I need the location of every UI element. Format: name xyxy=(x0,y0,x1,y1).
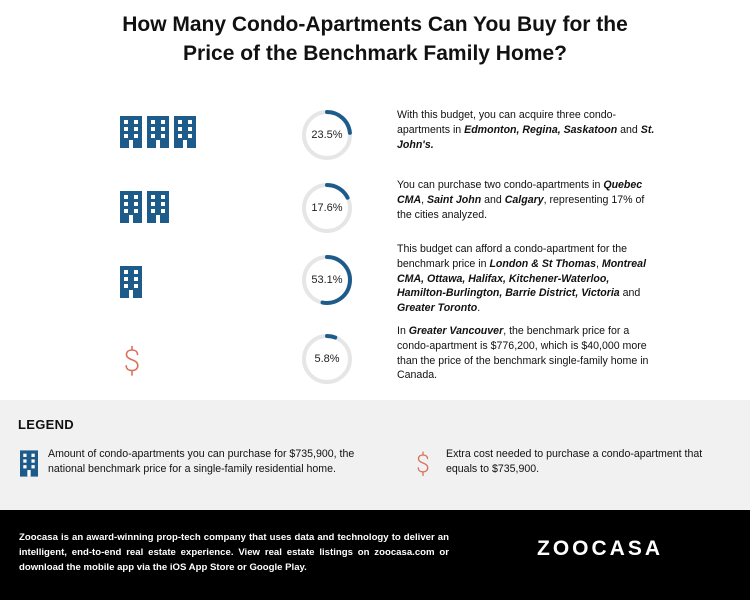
building-icons xyxy=(120,116,196,148)
percentage-label: 17.6% xyxy=(311,202,343,214)
title-line-1: How Many Condo-Apartments Can You Buy fo… xyxy=(122,13,628,36)
zoocasa-logo: ZOOCASA xyxy=(537,537,663,560)
description-text: , representing 17% of the cities analyze… xyxy=(397,193,645,221)
title-line-2: Price of the Benchmark Family Home? xyxy=(183,42,567,65)
building-icon xyxy=(120,191,142,223)
percentage-ring: 17.6% xyxy=(300,181,354,235)
building-icon xyxy=(120,266,142,298)
percentage-ring: 53.1% xyxy=(300,253,354,307)
ring-value-arc xyxy=(325,183,350,200)
ring-value-arc xyxy=(325,110,352,135)
building-icon xyxy=(147,116,169,148)
ring-svg xyxy=(302,334,352,384)
place-name: Greater Vancouver xyxy=(408,325,504,337)
place-name: Saint John xyxy=(427,193,482,206)
building-icon xyxy=(20,450,38,477)
ring-value-arc xyxy=(325,334,338,340)
row-description: With this budget, you can acquire three … xyxy=(397,108,657,152)
percentage-ring: 23.5% xyxy=(300,108,354,162)
footer: Zoocasa is an award-winning prop-tech co… xyxy=(0,510,750,600)
place-name: Montreal CMA, Ottawa, Halifax, Kitchener… xyxy=(397,257,647,300)
building-icon xyxy=(174,116,196,148)
description-text: , the benchmark price for a condo-apartm… xyxy=(397,325,649,382)
building-icon xyxy=(147,191,169,223)
description-text: and xyxy=(481,193,505,206)
legend-section: LEGEND Amount of condo-apartments you ca… xyxy=(0,400,750,510)
description-text: You can purchase two condo-apartments in xyxy=(397,179,604,191)
description-text: In xyxy=(397,325,409,337)
legend-item-buildings: Amount of condo-apartments you can purch… xyxy=(48,448,355,475)
place-name: Greater Toronto xyxy=(397,302,478,315)
dollar-icon xyxy=(417,451,429,477)
dollar-icon xyxy=(125,345,139,376)
percentage-label: 53.1% xyxy=(311,274,343,286)
description-text: With this budget, you can acquire three … xyxy=(397,109,617,136)
place-name: London & St Thomas xyxy=(489,257,596,270)
description-text: and xyxy=(617,123,641,136)
place-name: Quebec CMA xyxy=(397,179,643,206)
legend-item-extra-cost: Extra cost needed to purchase a condo-ap… xyxy=(446,448,703,475)
percentage-label: 23.5% xyxy=(311,129,343,141)
description-text: . xyxy=(477,302,481,315)
row-description: You can purchase two condo-apartments in… xyxy=(397,178,657,222)
description-text: , xyxy=(421,193,428,206)
place-name: Edmonton, Regina, Saskatoon xyxy=(464,123,618,136)
legend-title: LEGEND xyxy=(18,417,74,432)
ring-value-arc xyxy=(320,255,352,305)
row-description: This budget can afford a condo-apartment… xyxy=(397,242,657,316)
description-text: , xyxy=(595,257,602,270)
footer-description: Zoocasa is an award-winning prop-tech co… xyxy=(19,532,449,573)
percentage-label: 5.8% xyxy=(314,353,340,365)
ring-svg xyxy=(302,255,352,305)
building-icon xyxy=(120,116,142,148)
percentage-ring: 5.8% xyxy=(300,332,354,386)
description-text: This budget can afford a condo-apartment… xyxy=(397,243,628,270)
building-icons xyxy=(120,191,169,223)
building-icons xyxy=(120,266,142,298)
ring-svg xyxy=(302,183,352,233)
description-text: and xyxy=(619,287,641,300)
place-name: Calgary xyxy=(504,193,544,206)
page-title: How Many Condo-Apartments Can You Buy fo… xyxy=(0,10,750,68)
place-name: St. John's. xyxy=(397,123,655,151)
ring-svg xyxy=(302,110,352,160)
row-description: In Greater Vancouver, the benchmark pric… xyxy=(397,324,657,383)
